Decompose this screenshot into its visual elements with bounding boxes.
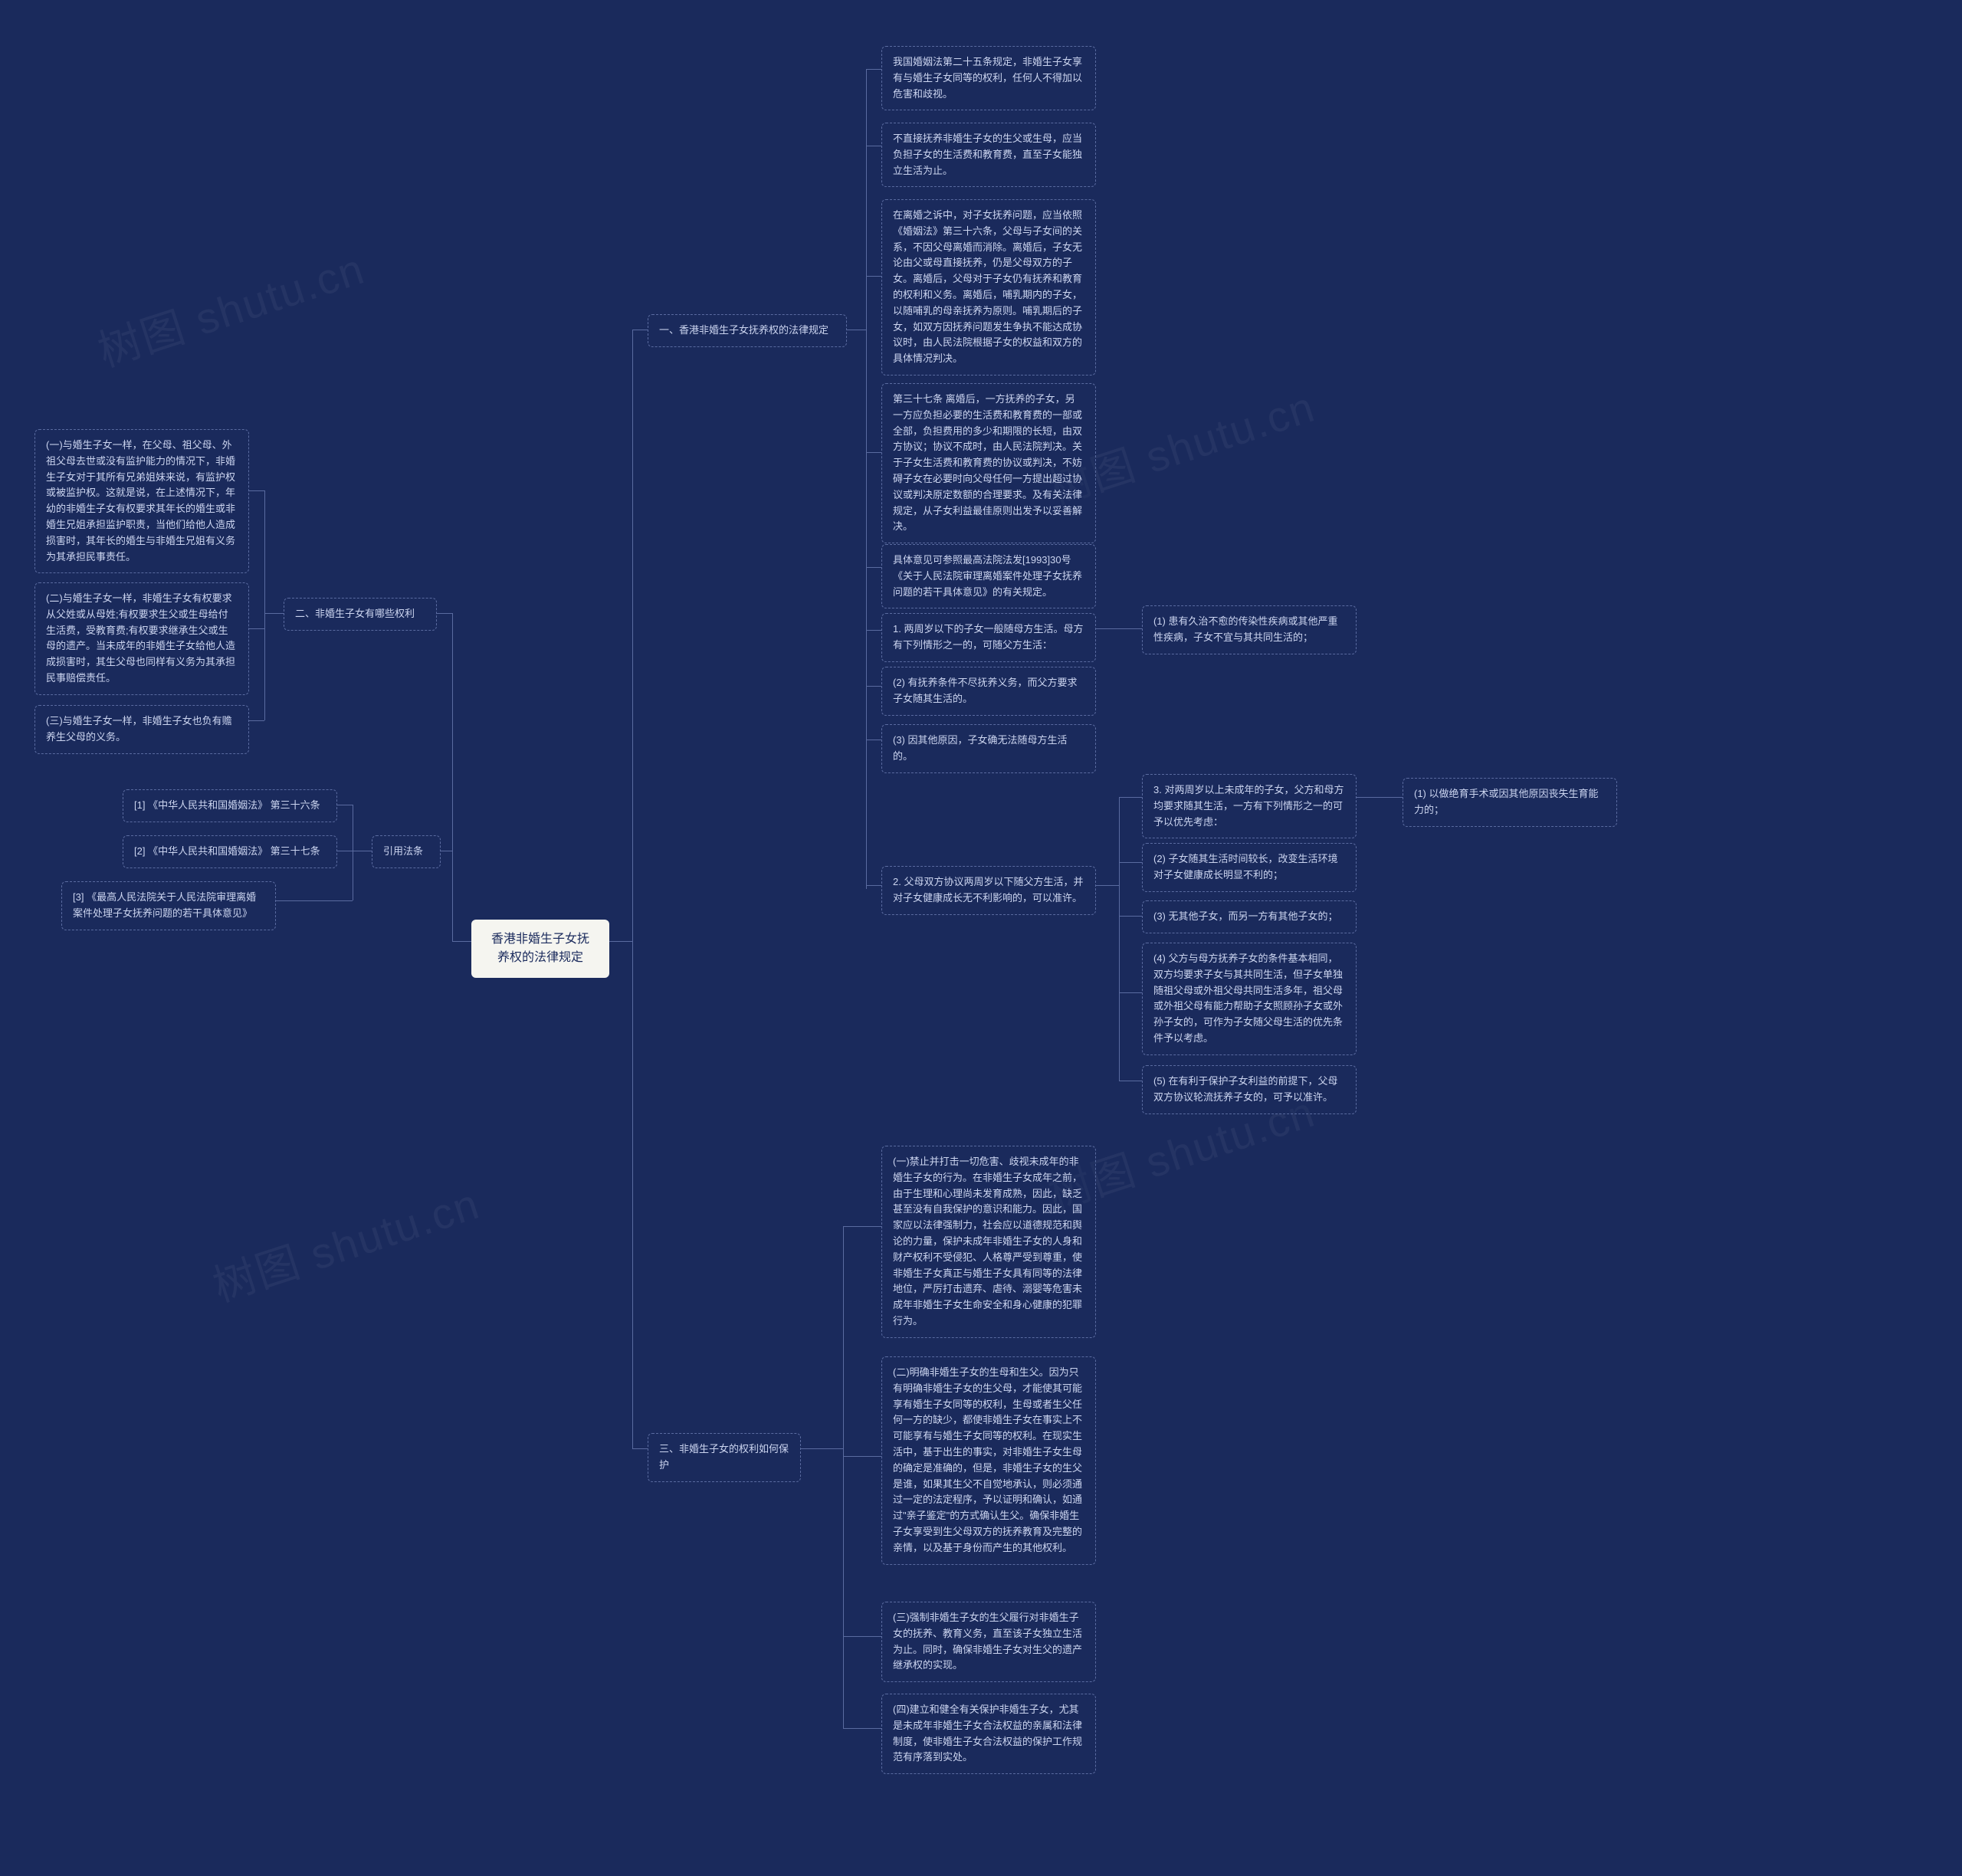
branch-2-title: 二、非婚生子女有哪些权利	[284, 598, 437, 631]
branch2-n2: (二)与婚生子女一样，非婚生子女有权要求从父姓或从母姓;有权要求生父或生母给付生…	[34, 582, 249, 695]
connector	[1119, 862, 1142, 863]
connector	[632, 330, 633, 1448]
b1-n6: 1. 两周岁以下的子女一般随母方生活。母方有下列情形之一的，可随父方生活：	[881, 613, 1096, 662]
connector	[249, 628, 264, 629]
branch-4-title: 引用法条	[372, 835, 441, 868]
connector	[264, 613, 284, 614]
b1-n7t: 3. 对两周岁以上未成年的子女，父方和母方均要求随其生活，一方有下列情形之一的可…	[1142, 774, 1357, 838]
connector	[843, 1728, 881, 1729]
connector	[1096, 885, 1119, 886]
connector	[843, 1226, 844, 1728]
connector	[264, 490, 265, 720]
b1-n5: 具体意见可参照最高法院法发[1993]30号《关于人民法院审理离婚案件处理子女抚…	[881, 544, 1096, 608]
b1-n6c: (3) 因其他原因，子女确无法随母方生活的。	[881, 724, 1096, 773]
watermark: 树图 shutu.cn	[204, 1169, 487, 1314]
connector	[1357, 797, 1403, 798]
connector	[1119, 797, 1142, 798]
b1-n7b: (2) 子女随其生活时间较长，改变生活环境对子女健康成长明显不利的；	[1142, 843, 1357, 892]
branch-3-title: 三、非婚生子女的权利如何保护	[648, 1433, 801, 1482]
b1-n7e: (5) 在有利于保护子女利益的前提下，父母双方协议轮流抚养子女的，可予以准许。	[1142, 1065, 1357, 1114]
connector	[801, 1448, 843, 1449]
b1-n6b: (2) 有抚养条件不尽抚养义务，而父方要求子女随其生活的。	[881, 667, 1096, 716]
connector	[1096, 628, 1142, 629]
branch4-n3: [3] 《最高人民法院关于人民法院审理离婚案件处理子女抚养问题的若干具体意见》	[61, 881, 276, 930]
b1-n4: 第三十七条 离婚后，一方抚养的子女，另一方应负担必要的生活费和教育费的一部或全部…	[881, 383, 1096, 543]
connector	[452, 941, 471, 942]
connector	[1119, 992, 1142, 993]
connector	[249, 490, 264, 491]
connector	[866, 686, 881, 687]
b3-n4: (四)建立和健全有关保护非婚生子女，尤其是未成年非婚生子女合法权益的亲属和法律制…	[881, 1694, 1096, 1774]
watermark: 树图 shutu.cn	[89, 235, 372, 379]
connector	[276, 900, 353, 901]
connector	[843, 1226, 881, 1227]
branch4-n2: [2] 《中华人民共和国婚姻法》 第三十七条	[123, 835, 337, 868]
connector	[866, 452, 881, 453]
b3-n1: (一)禁止并打击一切危害、歧视未成年的非婚生子女的行为。在非婚生子女成年之前，由…	[881, 1146, 1096, 1338]
b1-n7a: (1) 以做绝育手术或因其他原因丧失生育能力的；	[1403, 778, 1617, 827]
connector	[843, 1636, 881, 1637]
branch2-n1: (一)与婚生子女一样，在父母、祖父母、外祖父母去世或没有监护能力的情况下，非婚生…	[34, 429, 249, 573]
b3-n3: (三)强制非婚生子女的生父履行对非婚生子女的抚养、教育义务，直至该子女独立生活为…	[881, 1602, 1096, 1682]
connector	[452, 613, 453, 941]
connector	[1119, 797, 1120, 1081]
connector	[609, 941, 632, 942]
connector	[843, 1456, 881, 1457]
connector	[632, 1448, 648, 1449]
branch2-n3: (三)与婚生子女一样，非婚生子女也负有赡养生父母的义务。	[34, 705, 249, 754]
branch-1-title: 一、香港非婚生子女抚养权的法律规定	[648, 314, 847, 347]
connector	[437, 613, 452, 614]
connector	[866, 885, 881, 886]
b1-n3: 在离婚之诉中，对子女抚养问题，应当依照《婚姻法》第三十六条，父母与子女间的关系，…	[881, 199, 1096, 376]
b1-n7c: (3) 无其他子女，而另一方有其他子女的；	[1142, 900, 1357, 933]
connector	[866, 630, 881, 631]
connector	[866, 567, 881, 568]
connector	[866, 69, 881, 70]
b1-n7: 2. 父母双方协议两周岁以下随父方生活，并对子女健康成长无不利影响的，可以准许。	[881, 866, 1096, 915]
root-node: 香港非婚生子女抚养权的法律规定	[471, 920, 609, 978]
connector	[1119, 916, 1142, 917]
b1-n2: 不直接抚养非婚生子女的生父或生母，应当负担子女的生活费和教育费，直至子女能独立生…	[881, 123, 1096, 187]
b1-n7d: (4) 父方与母方抚养子女的条件基本相同，双方均要求子女与其共同生活，但子女单独…	[1142, 943, 1357, 1055]
b1-n1: 我国婚姻法第二十五条规定，非婚生子女享有与婚生子女同等的权利，任何人不得加以危害…	[881, 46, 1096, 110]
b1-n6a: (1) 患有久治不愈的传染性疾病或其他严重性疾病，子女不宜与其共同生活的；	[1142, 605, 1357, 654]
connector	[866, 276, 881, 277]
connector	[866, 69, 867, 889]
connector	[249, 720, 264, 721]
branch4-n1: [1] 《中华人民共和国婚姻法》 第三十六条	[123, 789, 337, 822]
b3-n2: (二)明确非婚生子女的生母和生父。因为只有明确非婚生子女的生父母，才能使其可能享…	[881, 1356, 1096, 1565]
